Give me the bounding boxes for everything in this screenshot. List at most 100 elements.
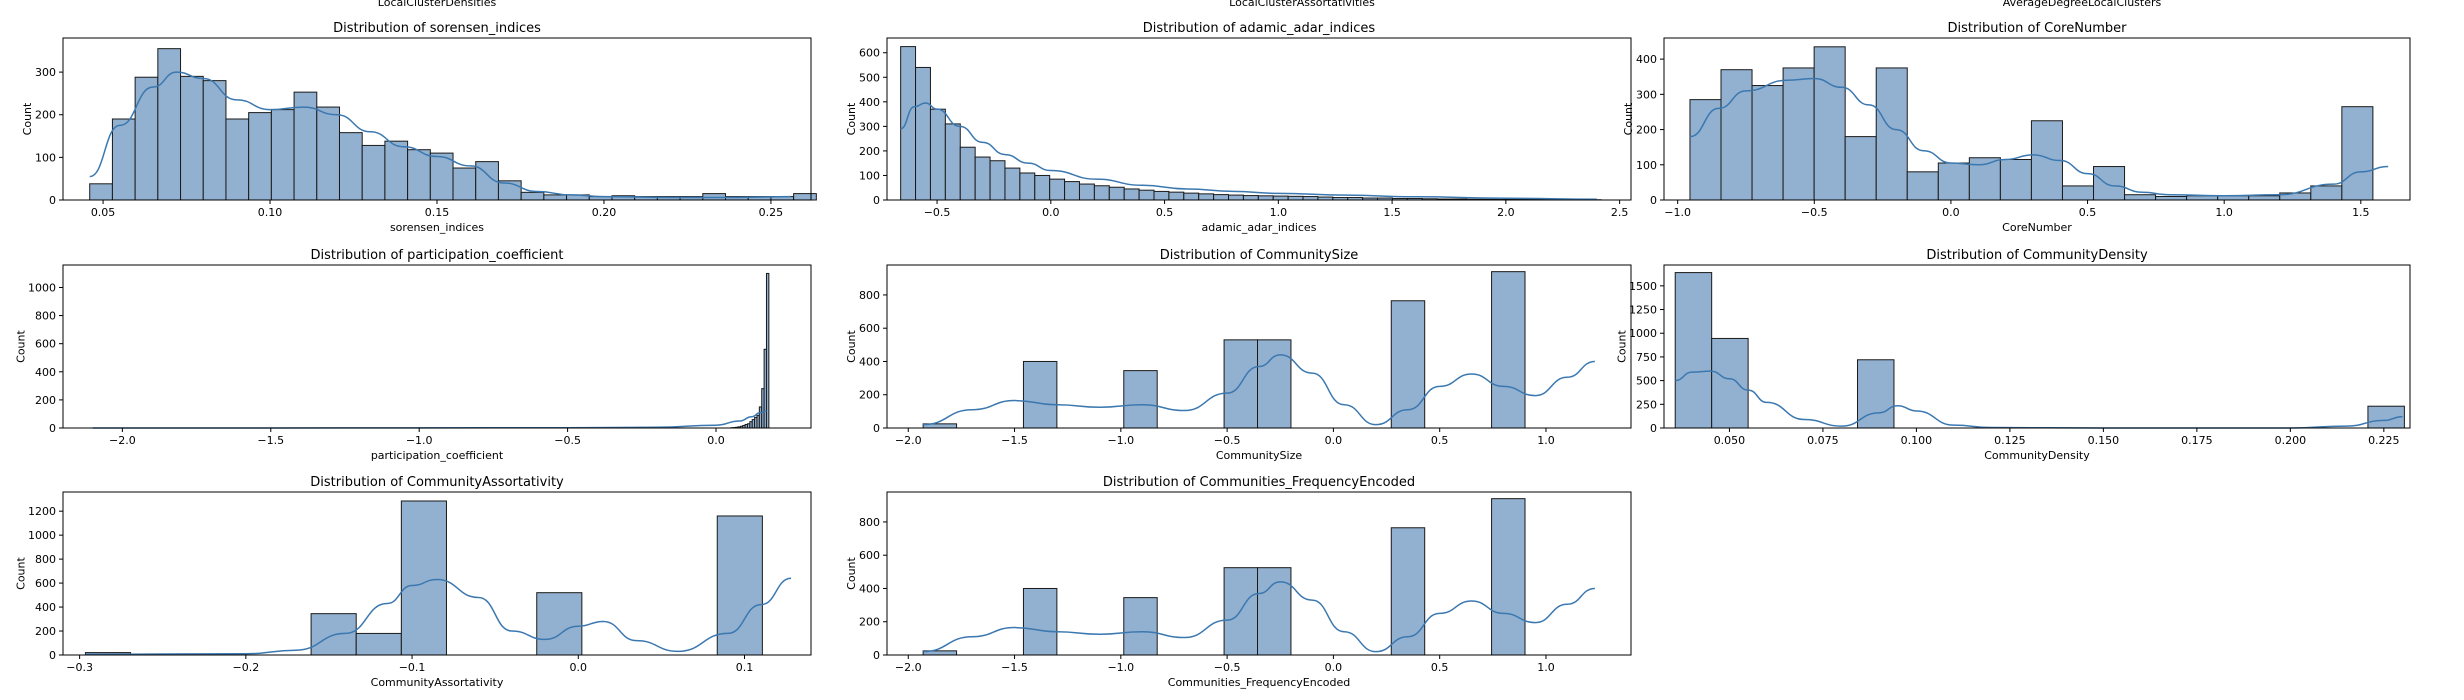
histogram-bar (157, 48, 182, 201)
histogram-bar (225, 118, 250, 201)
histogram-bar (1168, 191, 1185, 201)
x-tick-label: −1.0 (406, 434, 433, 447)
axes-frame (62, 491, 812, 656)
y-tick-label: 200 (35, 109, 56, 122)
y-tick-label: 500 (1636, 375, 1657, 388)
histogram-bar (355, 632, 402, 656)
x-tick-label: −0.5 (1801, 206, 1828, 219)
y-tick-label: 200 (35, 394, 56, 407)
x-tick-label: 0.5 (1156, 206, 1174, 219)
x-tick-label: 0.0 (570, 661, 588, 674)
y-tick-label: 600 (35, 338, 56, 351)
y-tick-label: 400 (35, 366, 56, 379)
x-axis-label: CoreNumber (2002, 221, 2072, 234)
histogram-bar (1906, 171, 1939, 201)
top-label-local-cluster-assortativities: LocalClusterAssortativities (1229, 0, 1375, 9)
x-tick-label: 0.175 (2181, 434, 2213, 447)
chart-title: Distribution of participation_coefficien… (310, 248, 563, 263)
chart-title: Distribution of CommunitySize (1160, 248, 1359, 263)
histogram-bar (1287, 195, 1304, 201)
y-tick-label: 600 (859, 47, 880, 60)
x-tick-label: −2.0 (895, 661, 922, 674)
histogram-bar (1999, 159, 2032, 201)
histogram-bar (111, 118, 136, 201)
chart-panel-community-size: −2.0 −1.5 −1.0 −0.5 0.0 0.5 1.0 0 200 400 600 800 Di… (845, 248, 1632, 462)
histogram-bar (2061, 185, 2095, 201)
chart-title: Distribution of CoreNumber (1948, 21, 2128, 36)
histogram-bar (270, 109, 295, 201)
y-tick-label: 0 (1650, 422, 1657, 435)
x-tick-label: 0.0 (1325, 661, 1343, 674)
x-tick-label: 0.15 (425, 206, 450, 219)
x-tick-label: −0.5 (1214, 661, 1241, 674)
x-tick-label: −2.0 (895, 434, 922, 447)
x-tick-label: 2.5 (1611, 206, 1629, 219)
histogram-bar (407, 149, 431, 201)
histogram-bar (361, 144, 386, 201)
histogram-bar (1875, 67, 1908, 201)
histogram-bar (1491, 498, 1526, 656)
x-tick-label: −2.0 (109, 434, 136, 447)
y-tick-label: 400 (1636, 53, 1657, 66)
x-tick-label: −0.3 (66, 661, 93, 674)
histogram-bar (1078, 183, 1095, 201)
kde-curve (1689, 77, 2389, 197)
chart-title: Distribution of sorensen_indices (333, 21, 541, 36)
x-tick-label: 0.150 (2088, 434, 2120, 447)
histogram-bar (1257, 339, 1292, 429)
histogram-bar (338, 132, 363, 201)
y-tick-label: 250 (1636, 398, 1657, 411)
histogram-bar (1257, 567, 1292, 656)
y-tick-label: 600 (859, 322, 880, 335)
y-tick-label: 800 (859, 289, 880, 302)
x-tick-label: 1.0 (1537, 661, 1555, 674)
y-tick-label: 0 (49, 649, 56, 662)
y-tick-label: 1500 (1629, 280, 1657, 293)
x-tick-label: −0.5 (554, 434, 581, 447)
x-tick-label: −0.2 (232, 661, 259, 674)
y-tick-label: 800 (859, 516, 880, 529)
histogram-bar (944, 123, 961, 201)
histogram-bar (989, 160, 1006, 201)
y-tick-label: 400 (859, 582, 880, 595)
y-tick-label: 1000 (1629, 327, 1657, 340)
histogram-bar (1813, 46, 1846, 201)
histogram-bar (384, 140, 409, 201)
histogram-bar (929, 108, 946, 201)
y-tick-label: 0 (873, 422, 880, 435)
y-tick-label: 0 (873, 649, 880, 662)
x-tick-label: 1.0 (1270, 206, 1288, 219)
y-tick-label: 400 (35, 601, 56, 614)
y-tick-label: 0 (49, 422, 56, 435)
chart-title: Distribution of CommunityDensity (1926, 248, 2148, 263)
y-tick-label: 200 (859, 389, 880, 402)
histogram-bar (1123, 370, 1158, 429)
axes-frame (886, 491, 1632, 656)
histogram-bar (2093, 166, 2126, 201)
y-axis-label: Count (1622, 102, 1635, 135)
x-tick-label: −1.5 (1001, 661, 1028, 674)
histogram-bar (793, 193, 817, 201)
chart-panel-community-assortativity: −0.3 −0.2 −0.1 0.0 0.1 0 200 400 600 800 1000 1200 D… (15, 475, 812, 689)
x-tick-label: −0.1 (399, 661, 426, 674)
x-tick-label: 0.05 (91, 206, 116, 219)
kde-curve (923, 581, 1595, 653)
x-tick-label: −0.5 (924, 206, 951, 219)
chart-panel-adamic-adar-indices: −0.5 0.0 0.5 1.0 1.5 2.0 2.5 0 100 200 300 400 500 60… (845, 21, 1632, 234)
kde-curve (900, 102, 1597, 201)
x-tick-label: 0.20 (592, 206, 617, 219)
x-tick-label: 0.0 (707, 434, 725, 447)
x-tick-label: 2.0 (1497, 206, 1515, 219)
histogram-bar (1213, 194, 1230, 201)
histogram-bar (2155, 195, 2188, 201)
histogram-bar (1022, 360, 1058, 429)
histogram-bar (2124, 194, 2157, 201)
y-tick-label: 600 (859, 549, 880, 562)
y-axis-label: Count (21, 102, 34, 135)
chart-panel-sorensen-indices: 0.05 0.10 0.15 0.20 0.25 0 100 200 300 Distributi… (21, 21, 817, 234)
x-tick-label: 1.0 (2215, 206, 2233, 219)
y-tick-label: 400 (859, 96, 880, 109)
histogram-bar (180, 75, 204, 201)
histogram-bar (1198, 193, 1215, 201)
